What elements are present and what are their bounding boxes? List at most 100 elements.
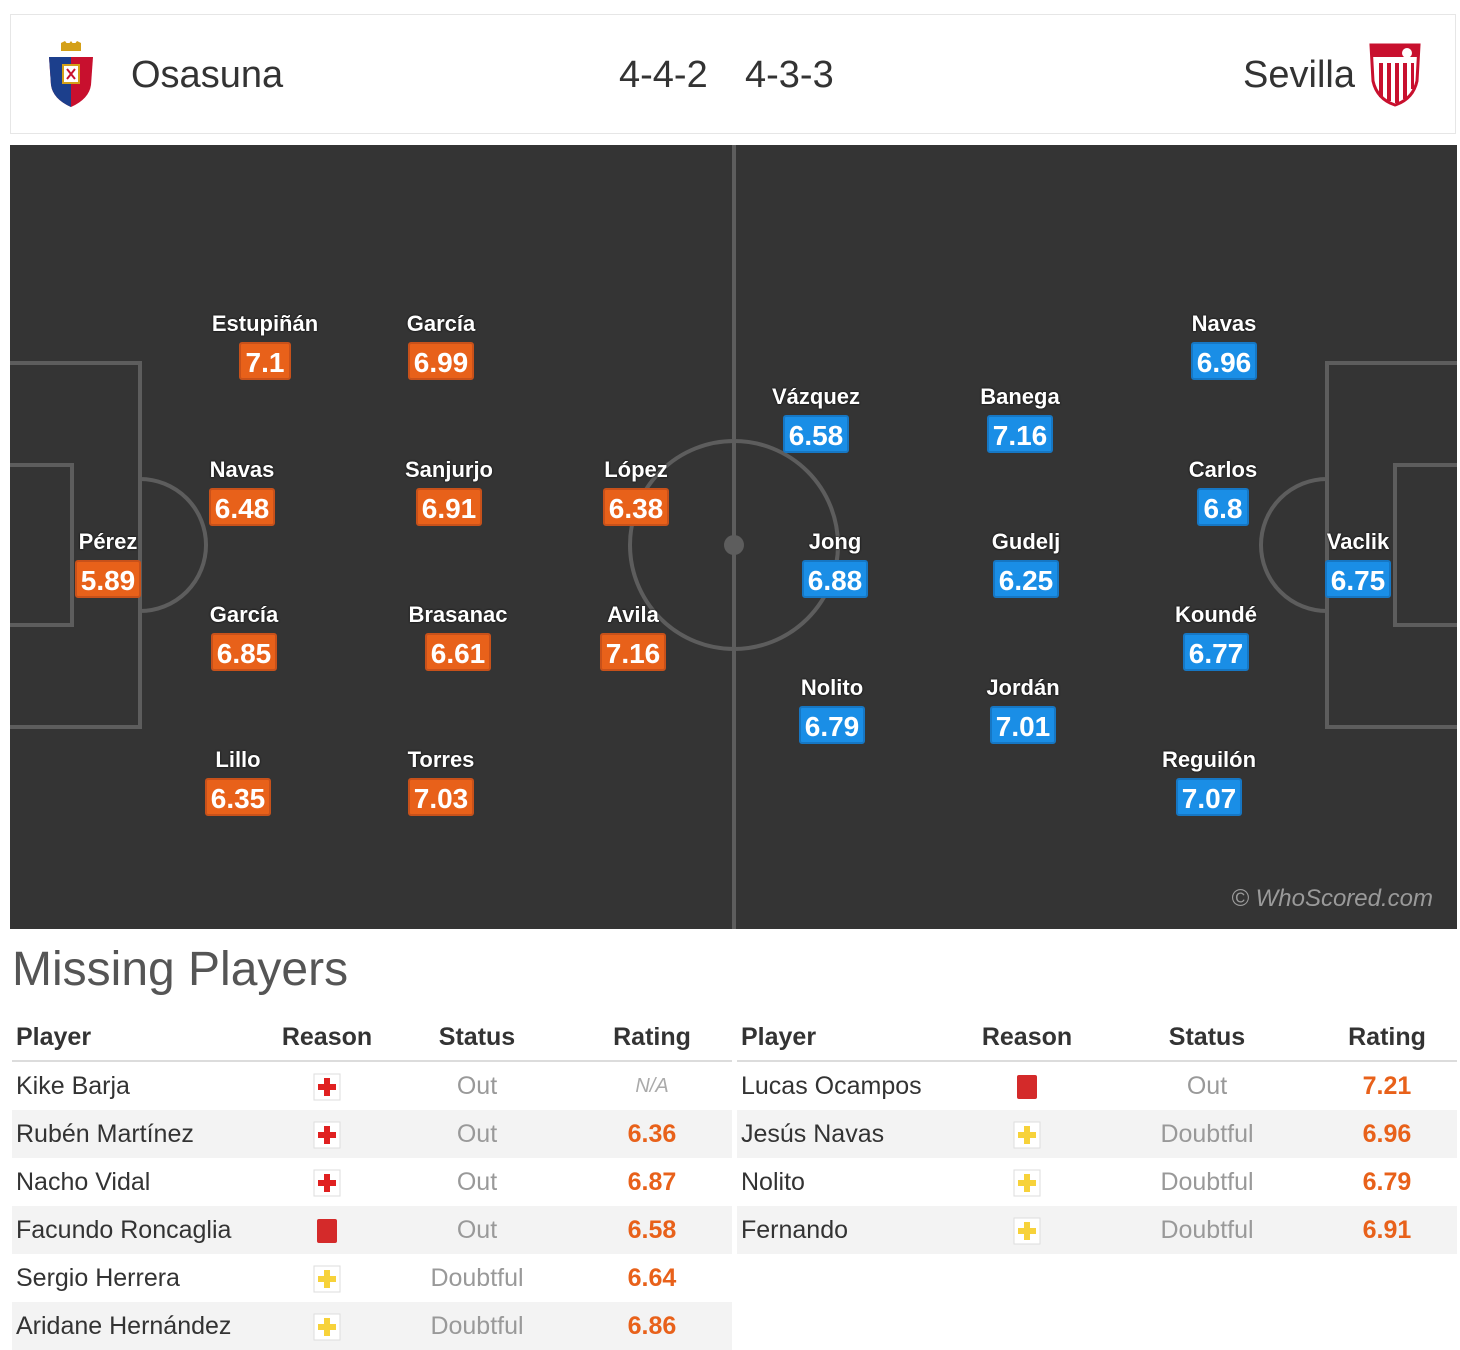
status-cell: Doubtful <box>430 1263 524 1292</box>
status-cell: Out <box>456 1071 498 1100</box>
injury-icon <box>313 1169 341 1197</box>
away-formation: 4-3-3 <box>745 54 834 96</box>
away-player[interactable]: Jordán 7.01 <box>986 675 1060 744</box>
table-row: Lucas Ocampos Out 7.21 <box>737 1061 1457 1110</box>
home-player[interactable]: García 6.85 <box>209 602 279 671</box>
rating-cell: N/A <box>635 1074 669 1097</box>
status-cell: Doubtful <box>382 1302 572 1350</box>
rating-cell: 6.96 <box>1317 1110 1457 1158</box>
column-header-player[interactable]: Player <box>737 1014 957 1062</box>
column-header-reason[interactable]: Reason <box>272 1014 382 1062</box>
home-player[interactable]: Sanjurjo 6.91 <box>404 457 493 526</box>
table-row: Kike Barja Out N/A <box>12 1061 732 1110</box>
table-row: Jesús Navas Doubtful 6.96 <box>737 1110 1457 1158</box>
home-player[interactable]: Estupiñán 7.1 <box>211 311 319 380</box>
red-card-icon <box>1013 1073 1041 1101</box>
column-header-status[interactable]: Status <box>1097 1014 1317 1062</box>
missing-player-name[interactable]: Aridane Hernández <box>12 1302 272 1350</box>
doubtful-icon <box>1013 1217 1041 1245</box>
home-player[interactable]: Pérez 5.89 <box>28 530 188 598</box>
column-header-rating[interactable]: Rating <box>1317 1014 1457 1062</box>
missing-player-name[interactable]: Fernando <box>737 1206 957 1254</box>
home-player[interactable]: Brasanac 6.61 <box>408 602 508 671</box>
away-player[interactable]: Vaclik 6.75 <box>1278 530 1438 598</box>
reason-cell <box>957 1206 1097 1254</box>
pitch-lines <box>10 145 1457 929</box>
away-player[interactable]: Vázquez 6.58 <box>771 384 861 453</box>
table-row: Fernando Doubtful 6.91 <box>737 1206 1457 1254</box>
away-player[interactable]: Jong 6.88 <box>755 530 915 598</box>
reason-cell <box>957 1158 1097 1206</box>
away-player[interactable]: Reguilón 7.07 <box>1161 747 1257 816</box>
rating-cell: 7.21 <box>1362 1071 1412 1100</box>
reason-cell <box>272 1302 382 1350</box>
red-card-icon <box>313 1217 341 1245</box>
column-header-rating[interactable]: Rating <box>572 1014 732 1062</box>
missing-player-name[interactable]: Nacho Vidal <box>16 1167 151 1196</box>
away-player[interactable]: Koundé 6.77 <box>1175 602 1257 671</box>
rating-cell: 6.36 <box>572 1110 732 1158</box>
home-formation: 4-4-2 <box>619 54 708 96</box>
home-player[interactable]: López 6.38 <box>602 457 670 526</box>
table-row: Rubén Martínez Out 6.36 <box>12 1110 732 1158</box>
away-player[interactable]: Navas 6.96 <box>1190 311 1258 380</box>
away-player[interactable]: Banega 7.16 <box>980 384 1060 453</box>
table-header-row: Player Reason Status Rating <box>12 1014 732 1062</box>
rating-cell: 6.58 <box>572 1206 732 1254</box>
missing-player-name[interactable]: Nolito <box>741 1167 805 1196</box>
missing-player-name[interactable]: Facundo Roncaglia <box>12 1206 272 1254</box>
home-player[interactable]: Avila 7.16 <box>553 603 713 671</box>
missing-player-name[interactable]: Sergio Herrera <box>16 1263 180 1292</box>
missing-player-name[interactable]: Lucas Ocampos <box>741 1071 922 1100</box>
sevilla-crest-icon <box>1369 43 1421 107</box>
home-player[interactable]: Lillo 6.35 <box>158 748 318 816</box>
column-header-status[interactable]: Status <box>382 1014 572 1062</box>
doubtful-icon <box>1013 1169 1041 1197</box>
table-row: Nolito Doubtful 6.79 <box>737 1158 1457 1206</box>
rating-cell: 6.64 <box>627 1263 677 1292</box>
status-cell: Out <box>456 1167 498 1196</box>
doubtful-icon <box>313 1265 341 1293</box>
column-header-reason[interactable]: Reason <box>957 1014 1097 1062</box>
away-team-name[interactable]: Sevilla <box>1243 54 1355 96</box>
match-header: Osasuna 4-4-2 4-3-3 Sevilla <box>10 14 1456 134</box>
rating-cell: 6.87 <box>627 1167 677 1196</box>
reason-cell <box>957 1061 1097 1110</box>
away-player[interactable]: Gudelj 6.25 <box>991 529 1061 598</box>
home-team-name[interactable]: Osasuna <box>131 54 284 96</box>
status-cell: Doubtful <box>1097 1206 1317 1254</box>
doubtful-icon <box>1013 1121 1041 1149</box>
home-player[interactable]: García 6.99 <box>406 311 476 380</box>
home-missing-table: Player Reason Status Rating Kike Barja Ou… <box>12 1014 732 1350</box>
home-player[interactable]: Torres 7.03 <box>407 747 475 816</box>
column-header-player[interactable]: Player <box>12 1014 272 1062</box>
home-player[interactable]: Navas 6.48 <box>208 457 276 526</box>
missing-player-name[interactable]: Rubén Martínez <box>12 1110 272 1158</box>
reason-cell <box>272 1110 382 1158</box>
status-cell: Out <box>382 1206 572 1254</box>
missing-player-name[interactable]: Kike Barja <box>16 1071 130 1100</box>
watermark: © WhoScored.com <box>1231 885 1433 912</box>
table-header-row: Player Reason Status Rating <box>737 1014 1457 1062</box>
status-cell: Doubtful <box>1097 1110 1317 1158</box>
missing-players-title: Missing Players <box>12 943 349 996</box>
status-cell: Out <box>1186 1071 1228 1100</box>
injury-icon <box>313 1121 341 1149</box>
injury-icon <box>313 1073 341 1101</box>
status-cell: Doubtful <box>1160 1167 1254 1196</box>
reason-cell <box>272 1206 382 1254</box>
formation-pitch: Pérez 5.89 Estupiñán 7.1 Navas 6.48 García 6… <box>10 145 1457 929</box>
doubtful-icon <box>313 1313 341 1341</box>
table-row: Nacho Vidal Out 6.87 <box>12 1158 732 1206</box>
osasuna-crest-icon <box>49 41 93 107</box>
reason-cell <box>272 1254 382 1302</box>
missing-player-name[interactable]: Jesús Navas <box>737 1110 957 1158</box>
rating-cell: 6.79 <box>1362 1167 1412 1196</box>
away-player[interactable]: Carlos 6.8 <box>1188 457 1258 526</box>
reason-cell <box>272 1061 382 1110</box>
reason-cell <box>272 1158 382 1206</box>
away-missing-table: Player Reason Status Rating Lucas Ocampo… <box>737 1014 1457 1254</box>
away-player[interactable]: Nolito 6.79 <box>752 676 912 744</box>
rating-cell: 6.86 <box>572 1302 732 1350</box>
rating-cell: 6.91 <box>1317 1206 1457 1254</box>
